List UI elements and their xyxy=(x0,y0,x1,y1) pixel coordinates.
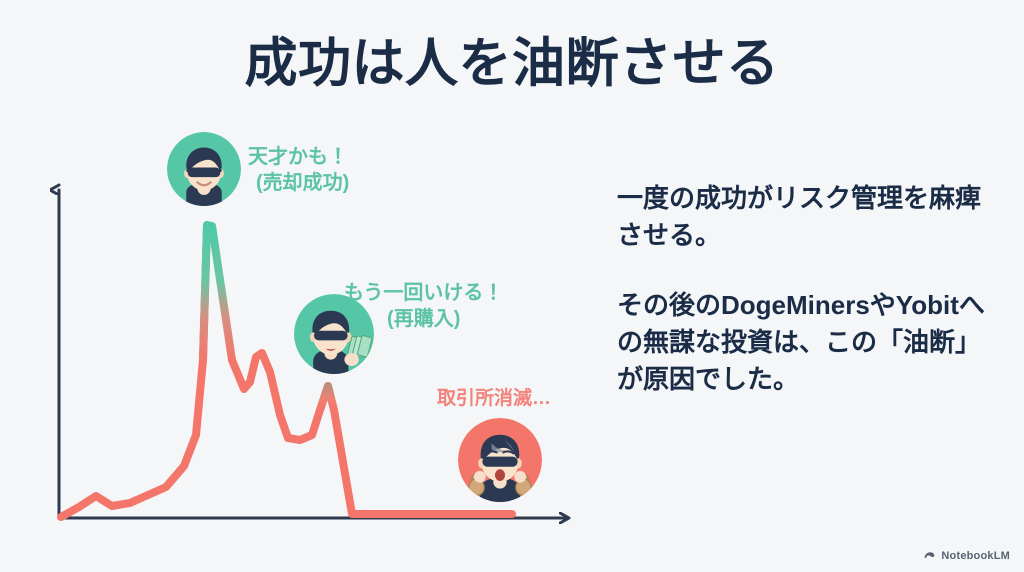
chart-line-crash-flat xyxy=(330,406,516,518)
notebooklm-watermark: NotebookLM xyxy=(923,549,1010,562)
body-paragraph-2: その後のDogeMinersやYobitへの無謀な投資は、この「油断」が原因でし… xyxy=(617,289,985,394)
chart-line-peak2-highlight xyxy=(316,382,338,414)
annotation-peak-sell-line1: 天才かも！ xyxy=(248,146,348,168)
annotation-peak-rebuy-line2: (再購入) xyxy=(387,307,461,330)
notebooklm-logo-icon xyxy=(923,549,936,562)
annotation-peak-rebuy-line1: もう一回いける！ xyxy=(344,282,504,304)
annotation-exchange-collapse: 取引所消滅… xyxy=(437,387,551,411)
page-title: 成功は人を油断させる xyxy=(244,34,780,93)
money-bag-left xyxy=(468,473,485,496)
notebooklm-label: NotebookLM xyxy=(941,549,1010,562)
body-copy: 一度の成功がリスク管理を麻痺させる。 その後のDogeMinersやYobitへ… xyxy=(617,180,987,398)
chart-container xyxy=(0,110,600,550)
annotation-exchange-collapse-line1: 取引所消滅… xyxy=(437,388,552,409)
avatar-cash-sunglasses-icon xyxy=(294,294,374,374)
annotation-peak-sell-line2: (売却成功) xyxy=(256,171,350,194)
annotation-peak-rebuy: もう一回いける！ (再購入) xyxy=(344,281,503,332)
paragraph-spacer xyxy=(617,254,987,287)
avatar-happy-sunglasses-icon xyxy=(167,132,241,206)
chart-line-rise xyxy=(57,221,211,521)
avatar-broke-sunglasses-icon xyxy=(458,418,542,502)
chart-line-peak-highlight xyxy=(199,221,236,364)
annotation-peak-sell: 天才かも！ (売却成功) xyxy=(248,145,349,196)
chart-line-midsection xyxy=(228,349,332,444)
price-line-chart xyxy=(0,110,600,550)
body-paragraph-1: 一度の成功がリスク管理を麻痺させる。 xyxy=(617,183,982,250)
